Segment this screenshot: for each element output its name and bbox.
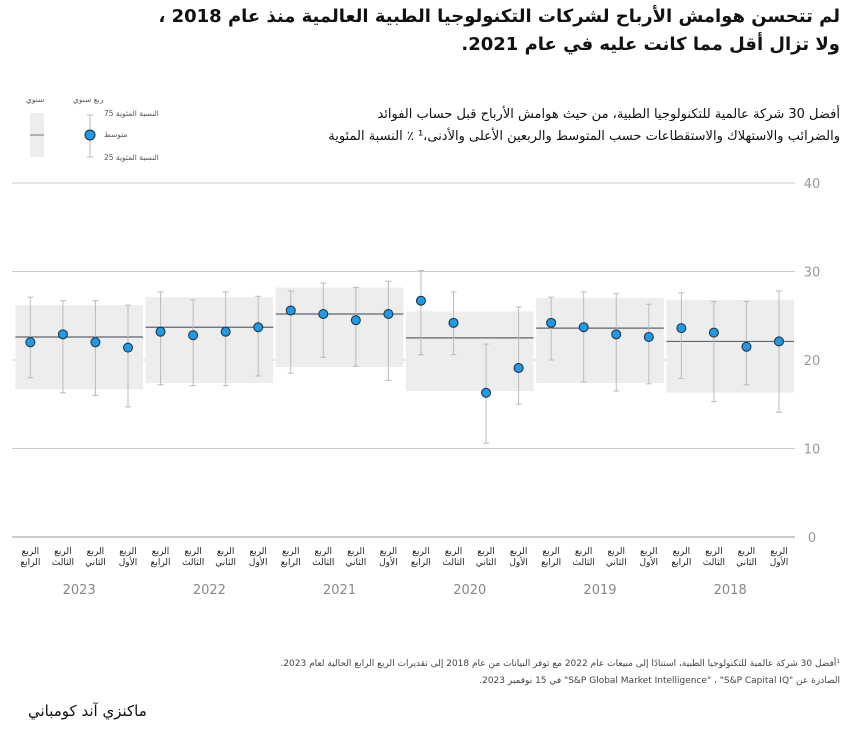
median-dot [546, 317, 557, 328]
median-dot [611, 329, 622, 340]
annual-box [536, 298, 664, 384]
quarter-label: الربع الرابع [671, 547, 692, 568]
median-dot [188, 330, 199, 341]
year-label: 2023 [62, 583, 96, 598]
quarter-label: الربع الثاني [736, 547, 757, 568]
quarter-label: الربع الثاني [345, 547, 367, 568]
quarter-label: الربع الرابع [20, 547, 41, 568]
median-dot [90, 337, 101, 348]
quarter-label: الربع الرابع [410, 547, 431, 568]
year-label: 2018 [713, 583, 747, 598]
median-dot [676, 323, 687, 334]
quarter-label: الربع الثالث [181, 547, 205, 568]
y-tick-label: 10 [804, 443, 821, 458]
median-dot [285, 305, 296, 316]
legend-p75: النسبة المئوية 75 [104, 109, 159, 118]
quarter-label: الربع الثاني [215, 547, 236, 568]
y-tick-label: 20 [804, 354, 821, 369]
year-label: 2019 [583, 583, 617, 598]
annual-box [145, 297, 274, 384]
y-tick-label: 0 [808, 531, 816, 546]
footnote: ¹أفضل 30 شركة عالمية للتكنولوجيا الطبية،… [280, 659, 840, 669]
quarter-label: الربع الأول [769, 547, 789, 568]
median-dot [155, 326, 166, 337]
title-line: لم تتحسن هوامش الأرباح لشركات التكنولوجي… [158, 6, 840, 27]
quarter-label: الربع الرابع [280, 547, 301, 568]
y-tick-label: 30 [804, 266, 821, 281]
quarter-label: الربع الأول [379, 547, 398, 568]
quarter-label: الربع الأول [639, 547, 659, 568]
quarter-label: الربع الثاني [605, 547, 627, 568]
quarter-label: الربع الأول [248, 547, 268, 568]
median-dot [415, 295, 426, 306]
title-line: ولا تزال أقل مما كانت عليه في عام 2021. [461, 34, 840, 55]
quarter-label: الربع الثالث [442, 547, 465, 568]
quarter-label: الربع الثالث [702, 547, 726, 568]
annual-box [275, 287, 404, 368]
median-dot [643, 331, 654, 342]
median-dot [741, 341, 752, 352]
quarter-label: الربع الأول [509, 547, 528, 568]
quarter-label: الربع الثالث [572, 547, 595, 568]
median-dot [25, 337, 36, 348]
median-dot [350, 315, 361, 326]
median-dot [708, 327, 719, 338]
quarter-label: الربع الثالث [312, 547, 335, 568]
quarter-label: الربع الأول [118, 547, 138, 568]
year-label: 2020 [453, 583, 487, 598]
quarter-label: الربع الثالث [51, 547, 75, 568]
median-dot [481, 387, 492, 398]
quarter-label: الربع الرابع [150, 547, 171, 568]
quarter-label: الربع الثاني [475, 547, 497, 568]
annual-box [666, 299, 794, 393]
median-dot [513, 362, 524, 373]
year-label: 2022 [192, 583, 226, 598]
footnote: الصادرة عن "S&P Global Market Intelligen… [479, 676, 840, 686]
annual-box [15, 305, 144, 390]
legend-dot [84, 129, 96, 141]
source: ماكنزي آند كومباني [28, 702, 147, 720]
median-dot [318, 308, 329, 319]
quarter-label: الربع الثاني [85, 547, 106, 568]
legend-quarterly: ربع سنوي [73, 95, 104, 104]
median-dot [383, 308, 394, 319]
legend-median: متوسط [104, 130, 128, 139]
median-dot [220, 326, 231, 337]
legend-p25: النسبة المئوية 25 [104, 153, 159, 162]
median-dot [57, 329, 68, 340]
median-dot [578, 322, 589, 333]
annual-box [405, 311, 534, 391]
legend-annual: سنوي [26, 95, 45, 104]
quarter-label: الربع الرابع [541, 547, 562, 568]
median-dot [253, 322, 264, 333]
median-dot [448, 317, 459, 328]
median-dot [774, 336, 784, 347]
subtitle-line: أفضل 30 شركة عالمية للتكنولوجيا الطبية، … [377, 107, 840, 122]
y-tick-label: 40 [804, 177, 821, 192]
subtitle-line: والضرائب والاستهلاك والاستقطاعات حسب الم… [328, 129, 840, 144]
median-dot [123, 342, 133, 353]
year-label: 2021 [323, 583, 357, 598]
